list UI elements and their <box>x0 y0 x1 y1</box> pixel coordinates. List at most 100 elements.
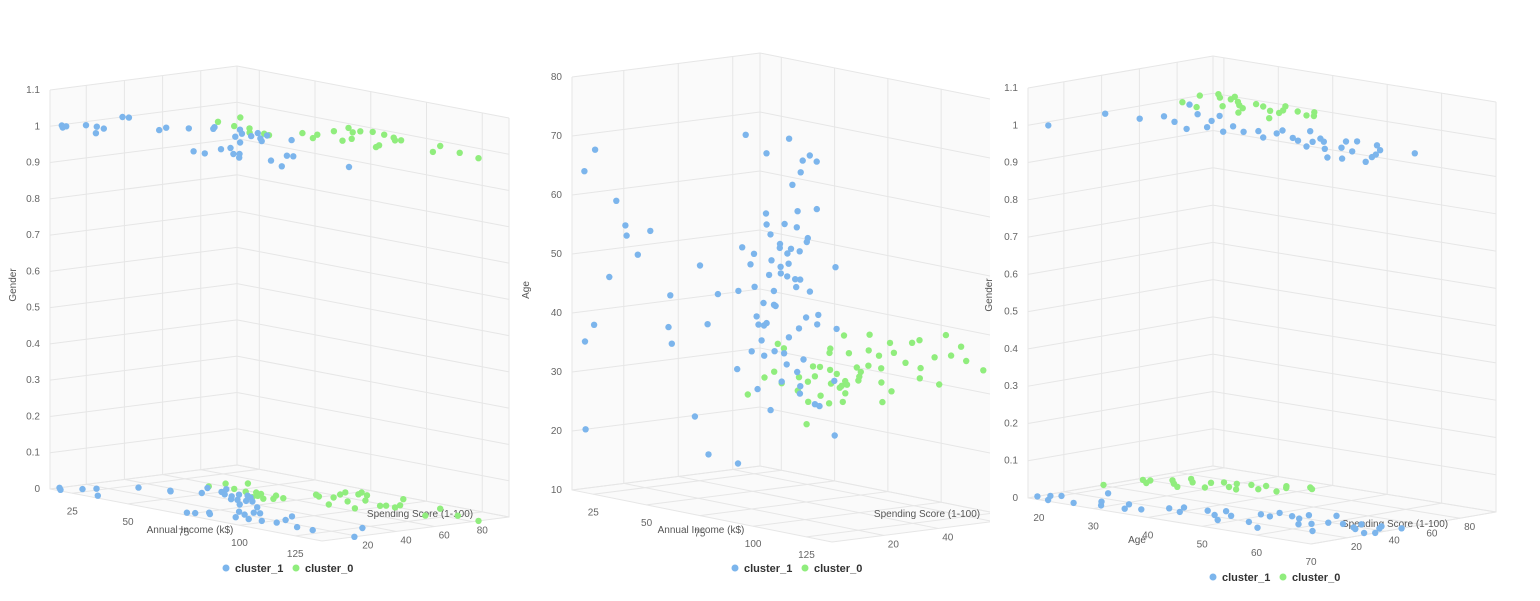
y-tick-label: 0.4 <box>1004 344 1018 355</box>
data-point-cluster-0 <box>1193 103 1200 111</box>
x-axis-title: Annual Income (k$) <box>147 525 234 536</box>
data-point-cluster-0 <box>771 368 778 375</box>
data-point-cluster-1 <box>742 131 749 138</box>
data-point-cluster-0 <box>325 501 332 508</box>
data-point-cluster-1 <box>1034 493 1041 500</box>
tick-labels: 0 0.1 0.2 0.3 0.4 0.5 0.6 0.7 0.8 0.9 1 1.1 20 30 40 50… <box>1004 83 1476 568</box>
data-point-cluster-1 <box>772 302 779 310</box>
data-point-cluster-0 <box>890 349 898 356</box>
data-point-cluster-0 <box>916 375 923 382</box>
data-point-cluster-1 <box>1254 524 1261 531</box>
y-tick-label: 0.6 <box>1004 269 1018 280</box>
data-point-cluster-0 <box>811 373 819 380</box>
data-point-cluster-1 <box>768 257 775 264</box>
data-point-cluster-1 <box>93 485 100 492</box>
y-axis-title: Gender <box>985 278 995 312</box>
data-point-cluster-1 <box>201 150 208 157</box>
data-point-cluster-1 <box>282 516 289 524</box>
z-tick-label: 60 <box>439 531 451 542</box>
data-point-cluster-1 <box>734 460 742 467</box>
data-point-cluster-1 <box>794 208 801 215</box>
data-point-cluster-0 <box>917 364 924 372</box>
legend-marker <box>1209 573 1217 581</box>
data-point-cluster-1 <box>288 513 296 520</box>
data-point-cluster-0 <box>280 495 287 502</box>
data-point-cluster-1 <box>784 250 791 257</box>
y-tick-label: 0.3 <box>1004 381 1018 392</box>
data-point-cluster-1 <box>1360 529 1368 537</box>
data-point-cluster-0 <box>1239 105 1246 112</box>
legend-item-cluster-0[interactable]: cluster_0 <box>1279 572 1341 584</box>
data-point-cluster-1 <box>815 311 822 319</box>
legend-item-cluster-0[interactable]: cluster_0 <box>801 563 863 575</box>
data-point-cluster-1 <box>806 288 814 295</box>
data-point-cluster-1 <box>714 290 722 298</box>
data-point-cluster-1 <box>832 264 839 271</box>
data-point-cluster-0 <box>260 495 267 502</box>
legend-marker <box>731 564 739 572</box>
data-point-cluster-1 <box>1342 138 1350 145</box>
legend-item-cluster-0[interactable]: cluster_0 <box>292 563 354 575</box>
chart-panel-income-age-score: 1020304050607080255075100125204060Annual… <box>515 0 990 601</box>
data-point-cluster-0 <box>475 155 482 162</box>
gridline-z <box>123 80 397 532</box>
data-point-cluster-1 <box>1295 521 1302 528</box>
data-point-cluster-1 <box>777 263 784 270</box>
data-point-cluster-0 <box>381 131 388 138</box>
data-point-cluster-1 <box>263 132 271 139</box>
data-point-cluster-1 <box>1045 122 1052 129</box>
data-point-cluster-1 <box>210 125 217 132</box>
gridline-z <box>236 66 510 518</box>
data-point-cluster-0 <box>231 485 238 493</box>
data-point-cluster-0 <box>942 331 950 339</box>
data-point-cluster-1 <box>606 273 613 281</box>
data-point-cluster-1 <box>793 283 800 291</box>
y-tick-label: 0.2 <box>26 411 40 422</box>
y-tick-label: 0.8 <box>26 194 40 205</box>
data-point-cluster-1 <box>236 139 244 146</box>
data-point-cluster-1 <box>739 244 746 251</box>
data-point-cluster-1 <box>792 276 799 283</box>
data-point-cluster-0 <box>270 495 277 502</box>
gridline-z <box>623 70 884 536</box>
data-point-cluster-0 <box>936 381 943 388</box>
legend-item-cluster-1[interactable]: cluster_1 <box>222 563 284 575</box>
data-point-cluster-1 <box>581 338 589 345</box>
data-point-cluster-1 <box>309 526 316 534</box>
data-point-cluster-0 <box>1283 484 1290 492</box>
data-point-cluster-0 <box>363 492 371 499</box>
back-wall <box>1213 56 1496 512</box>
data-point-cluster-1 <box>813 205 820 213</box>
axis-titles: Annual Income (k$) Spending Score (1-100)… <box>521 281 980 536</box>
data-point-cluster-1 <box>831 432 838 439</box>
data-point-cluster-0 <box>817 392 824 399</box>
data-point-cluster-0 <box>957 343 965 350</box>
data-point-cluster-0 <box>400 496 407 503</box>
x-tick-label: 70 <box>1305 557 1317 568</box>
data-point-cluster-0 <box>825 400 833 407</box>
data-point-cluster-1 <box>1308 520 1315 527</box>
data-point-cluster-1 <box>82 122 90 129</box>
gridline-z <box>677 63 939 529</box>
data-point-cluster-1 <box>1266 513 1274 520</box>
data-point-cluster-1 <box>167 488 174 495</box>
legend-label: cluster_0 <box>814 563 862 575</box>
data-point-cluster-1 <box>767 231 774 238</box>
data-point-cluster-1 <box>1171 118 1178 126</box>
data-point-cluster-0 <box>816 363 824 371</box>
data-point-cluster-1 <box>198 489 205 497</box>
legend-item-cluster-1[interactable]: cluster_1 <box>731 563 793 575</box>
legend-item-cluster-1[interactable]: cluster_1 <box>1209 572 1271 584</box>
data-point-cluster-1 <box>93 123 101 130</box>
data-point-cluster-1 <box>1276 509 1283 517</box>
y-tick-label: 60 <box>551 190 563 201</box>
data-point-cluster-0 <box>803 421 810 428</box>
data-point-cluster-0 <box>222 480 229 487</box>
y-tick-label: 20 <box>551 426 563 437</box>
data-point-cluster-1 <box>762 210 770 217</box>
legend-marker <box>222 564 230 572</box>
data-point-cluster-1 <box>242 497 250 505</box>
x-tick-label: 60 <box>1251 548 1263 559</box>
axis-titles: Annual Income (k$) Spending Score (1-100)… <box>8 268 473 536</box>
data-point-cluster-1 <box>581 168 588 175</box>
